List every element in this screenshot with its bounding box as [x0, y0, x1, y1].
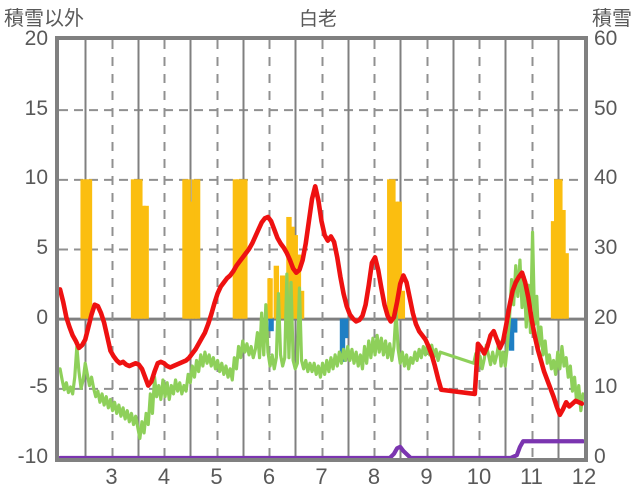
bar-blue — [508, 318, 515, 351]
bar-orange — [393, 201, 399, 319]
bar-orange — [273, 265, 280, 319]
x-tick-7: 7 — [315, 464, 328, 489]
x-tick-5: 5 — [210, 464, 223, 489]
x-tick-3: 3 — [105, 464, 118, 489]
page-title: 白老 — [298, 9, 337, 30]
right-axis-title: 積雪 — [592, 8, 632, 30]
bar-blue — [512, 318, 518, 333]
right-tick-10: 10 — [594, 375, 618, 399]
x-tick-12: 12 — [571, 464, 597, 489]
chart-svg — [59, 40, 584, 458]
x-tick-8: 8 — [367, 464, 381, 489]
bar-orange — [396, 201, 402, 319]
left-tick-5: 5 — [36, 236, 48, 259]
x-tick-4: 4 — [157, 464, 171, 489]
left-axis-title: 積雪以外 — [4, 8, 84, 30]
bar-orange — [242, 179, 248, 319]
bar-orange — [557, 179, 563, 319]
bar-orange — [563, 253, 569, 319]
bar-orange — [232, 179, 239, 319]
bar-orange — [289, 226, 295, 319]
bar-orange — [86, 179, 93, 319]
bar-blue — [339, 318, 346, 362]
bar-orange — [134, 179, 140, 319]
right-tick-60: 60 — [594, 27, 618, 50]
bar-orange — [267, 278, 273, 319]
bar-orange — [83, 179, 89, 319]
left-tick-0: 0 — [36, 305, 48, 329]
bar-blue — [342, 318, 349, 339]
bar-orange — [235, 179, 242, 319]
bar-orange — [298, 290, 305, 319]
x-tick-10: 10 — [466, 464, 492, 489]
right-tick-30: 30 — [594, 236, 618, 259]
plot-inner — [59, 40, 584, 458]
bar-orange — [188, 201, 194, 319]
bar-orange — [560, 209, 566, 319]
bar-orange — [185, 179, 191, 319]
bar-orange — [390, 179, 396, 319]
right-tick-20: 20 — [594, 305, 618, 329]
bar-orange — [140, 205, 146, 319]
bar-orange — [550, 221, 557, 319]
bar-orange — [80, 179, 86, 319]
bar-orange — [295, 254, 302, 319]
series-green-line — [59, 230, 584, 441]
bar-orange — [399, 290, 406, 319]
bar-orange — [554, 179, 560, 319]
bar-orange — [387, 179, 393, 319]
bar-orange — [194, 179, 201, 319]
left-tick--5: -5 — [29, 375, 48, 399]
x-tick-11: 11 — [520, 464, 543, 489]
bar-orange — [292, 235, 298, 319]
bar-orange — [130, 179, 137, 319]
left-tick-20: 20 — [24, 27, 48, 50]
right-tick-0: 0 — [594, 445, 606, 468]
right-tick-50: 50 — [594, 96, 618, 120]
series-red-line — [59, 184, 584, 418]
bar-orange — [182, 179, 188, 319]
bar-orange — [137, 179, 143, 319]
bar-orange — [191, 179, 198, 319]
x-tick-9: 9 — [420, 464, 433, 489]
left-tick-15: 15 — [24, 96, 48, 120]
x-tick-6: 6 — [262, 464, 276, 489]
bar-orange — [286, 216, 292, 319]
bar-blue — [268, 318, 274, 332]
series-purple-snow-line — [59, 439, 584, 458]
right-tick-40: 40 — [594, 166, 618, 190]
left-tick-10: 10 — [24, 166, 48, 190]
bar-orange — [143, 205, 149, 319]
bar-orange — [239, 179, 245, 319]
left-tick--10: -10 — [17, 445, 48, 468]
bar-orange — [279, 275, 286, 319]
plot-area — [55, 36, 588, 462]
